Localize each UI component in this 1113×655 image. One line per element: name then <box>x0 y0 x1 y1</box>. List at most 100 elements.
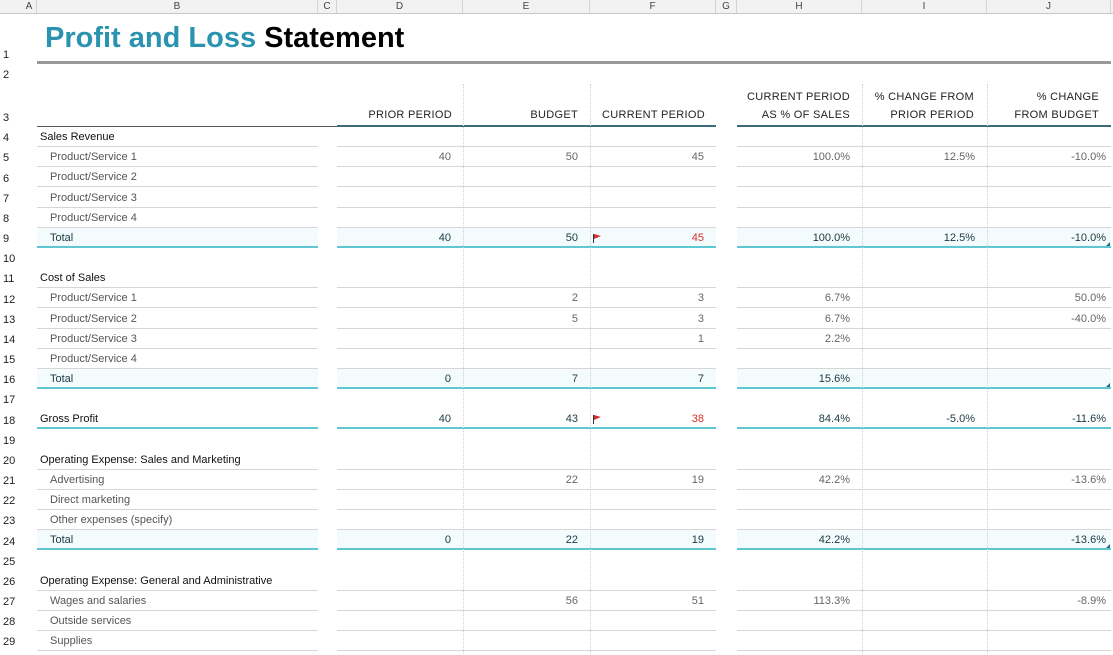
change-from-prior-value[interactable] <box>862 349 975 369</box>
change-from-budget-value[interactable] <box>987 167 1106 187</box>
row-header-3[interactable]: 3 <box>3 112 10 124</box>
budget-value[interactable]: 22 <box>565 534 578 547</box>
change-from-prior-value[interactable] <box>862 268 975 288</box>
pct-of-sales-value[interactable]: 113.3% <box>813 594 851 607</box>
pct-of-sales-value[interactable] <box>737 188 850 208</box>
line-item-label[interactable]: Product/Service 1 <box>50 292 137 305</box>
change-from-prior-value[interactable] <box>862 288 975 308</box>
change-from-budget-value[interactable] <box>987 329 1106 349</box>
prior-value[interactable] <box>337 288 451 308</box>
pct-of-sales-value[interactable] <box>737 167 850 187</box>
column-header-e[interactable]: E <box>463 0 590 13</box>
prior-value[interactable]: 40 <box>438 231 451 244</box>
pct-of-sales-value[interactable] <box>737 490 850 510</box>
prior-value[interactable] <box>337 188 451 208</box>
current-value[interactable]: 1 <box>697 332 704 345</box>
prior-value[interactable] <box>337 127 451 147</box>
column-header-h[interactable]: H <box>737 0 862 13</box>
row-header-27[interactable]: 27 <box>3 596 16 609</box>
prior-value[interactable] <box>337 490 451 510</box>
pct-of-sales-value[interactable] <box>737 127 850 147</box>
current-value[interactable] <box>590 268 704 288</box>
change-from-budget-value[interactable]: -13.6% <box>1071 473 1106 486</box>
pct-of-sales-value[interactable]: 42.2% <box>818 534 850 547</box>
budget-value[interactable] <box>463 268 578 288</box>
line-item-label[interactable]: Product/Service 4 <box>50 211 137 224</box>
pct-of-sales-value[interactable] <box>737 571 850 591</box>
current-value[interactable] <box>590 349 704 369</box>
row-header-19[interactable]: 19 <box>3 434 16 447</box>
pct-of-sales-value[interactable] <box>737 450 850 470</box>
budget-value[interactable]: 22 <box>565 473 578 486</box>
change-from-budget-value[interactable] <box>987 268 1106 288</box>
change-from-prior-value[interactable] <box>862 329 975 349</box>
pct-of-sales-value[interactable] <box>737 208 850 228</box>
row-header-12[interactable]: 12 <box>3 293 16 306</box>
budget-value[interactable] <box>463 571 578 591</box>
prior-value[interactable] <box>337 450 451 470</box>
budget-value[interactable]: 7 <box>571 373 578 386</box>
change-from-prior-value[interactable] <box>862 530 975 550</box>
change-from-budget-value[interactable]: -10.0% <box>1071 231 1106 244</box>
prior-value[interactable]: 40 <box>438 413 451 426</box>
line-item-label[interactable]: Product/Service 1 <box>50 151 137 164</box>
row-header-14[interactable]: 14 <box>3 333 16 346</box>
column-header-c[interactable]: C <box>318 0 337 13</box>
prior-value[interactable] <box>337 591 451 611</box>
line-item-label[interactable]: Wages and salaries <box>50 594 147 607</box>
pct-of-sales-value[interactable] <box>737 268 850 288</box>
change-from-prior-value[interactable] <box>862 167 975 187</box>
change-from-prior-value[interactable]: 12.5% <box>943 151 975 164</box>
prior-value[interactable] <box>337 631 451 651</box>
row-header-17[interactable]: 17 <box>3 394 16 407</box>
row-header-9[interactable]: 9 <box>3 233 10 246</box>
budget-value[interactable] <box>463 188 578 208</box>
prior-value[interactable]: 0 <box>444 534 451 547</box>
current-value[interactable] <box>590 188 704 208</box>
row-header-16[interactable]: 16 <box>3 374 16 387</box>
row-header-8[interactable]: 8 <box>3 212 10 225</box>
prior-value[interactable] <box>337 470 451 490</box>
line-item-label[interactable]: Product/Service 4 <box>50 352 137 365</box>
pct-of-sales-value[interactable] <box>737 611 850 631</box>
current-value[interactable] <box>590 631 704 651</box>
row-header-21[interactable]: 21 <box>3 475 16 488</box>
line-item-label[interactable]: Advertising <box>50 473 105 486</box>
row-header-15[interactable]: 15 <box>3 354 16 367</box>
row-header-2[interactable]: 2 <box>3 69 10 81</box>
row-header-11[interactable]: 11 <box>3 273 15 286</box>
change-from-budget-value[interactable]: -8.9% <box>1077 594 1106 607</box>
change-from-prior-value[interactable] <box>862 631 975 651</box>
row-header-6[interactable]: 6 <box>3 172 10 185</box>
row-header-29[interactable]: 29 <box>3 636 16 649</box>
change-from-prior-value[interactable]: 12.5% <box>943 231 975 244</box>
pct-of-sales-value[interactable]: 84.4% <box>818 413 850 426</box>
pct-of-sales-value[interactable]: 42.2% <box>818 473 850 486</box>
current-value[interactable] <box>590 571 704 591</box>
column-header-j[interactable]: J <box>987 0 1111 13</box>
change-from-budget-value[interactable]: -10.0% <box>1071 151 1106 164</box>
change-from-prior-value[interactable]: -5.0% <box>946 413 975 426</box>
change-from-budget-value[interactable]: -11.6% <box>1071 413 1106 426</box>
line-item-label[interactable]: Product/Service 2 <box>50 171 137 184</box>
change-from-prior-value[interactable] <box>862 490 975 510</box>
section-heading[interactable]: Cost of Sales <box>40 272 106 285</box>
prior-value[interactable] <box>337 208 451 228</box>
change-from-budget-value[interactable] <box>987 127 1106 147</box>
budget-value[interactable]: 50 <box>565 151 578 164</box>
budget-value[interactable]: 43 <box>565 413 578 426</box>
row-header-24[interactable]: 24 <box>3 535 16 548</box>
pct-of-sales-value[interactable] <box>737 349 850 369</box>
row-header-10[interactable]: 10 <box>3 253 16 266</box>
budget-value[interactable]: 2 <box>571 292 578 305</box>
section-heading[interactable]: Operating Expense: Sales and Marketing <box>40 453 241 466</box>
column-header-i[interactable]: I <box>862 0 987 13</box>
pct-of-sales-value[interactable]: 100.0% <box>812 231 850 244</box>
pct-of-sales-value[interactable]: 15.6% <box>818 373 850 386</box>
budget-value[interactable] <box>463 490 578 510</box>
change-from-prior-value[interactable] <box>862 611 975 631</box>
change-from-prior-value[interactable] <box>862 470 975 490</box>
change-from-budget-value[interactable] <box>987 349 1106 369</box>
prior-value[interactable] <box>337 571 451 591</box>
change-from-prior-value[interactable] <box>862 127 975 147</box>
